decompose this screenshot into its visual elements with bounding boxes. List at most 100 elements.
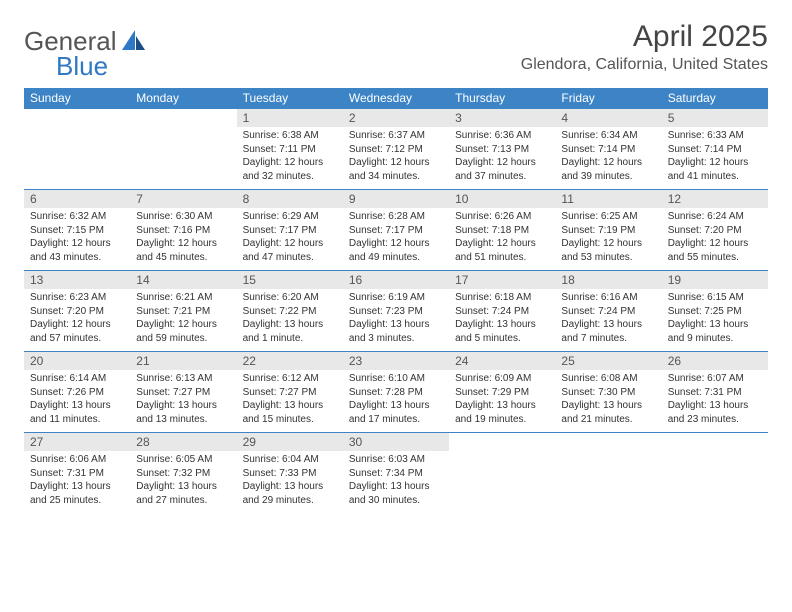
day-details: Sunrise: 6:18 AMSunset: 7:24 PMDaylight:… — [449, 289, 555, 351]
day-details: Sunrise: 6:05 AMSunset: 7:32 PMDaylight:… — [130, 451, 236, 513]
daylight-line1: Daylight: 13 hours — [561, 399, 655, 413]
day-number: 13 — [24, 271, 130, 289]
day-number: 5 — [662, 109, 768, 127]
daylight-line1: Daylight: 13 hours — [349, 318, 443, 332]
day-details: Sunrise: 6:36 AMSunset: 7:13 PMDaylight:… — [449, 127, 555, 189]
day-number: 10 — [449, 190, 555, 208]
sunrise-text: Sunrise: 6:15 AM — [668, 291, 762, 305]
day-number: 28 — [130, 433, 236, 451]
month-title: April 2025 — [521, 20, 768, 54]
daylight-line2: and 5 minutes. — [455, 332, 549, 346]
daylight-line2: and 43 minutes. — [30, 251, 124, 265]
daylight-line1: Daylight: 12 hours — [668, 156, 762, 170]
day-number: 2 — [343, 109, 449, 127]
daylight-line2: and 3 minutes. — [349, 332, 443, 346]
sunrise-text: Sunrise: 6:10 AM — [349, 372, 443, 386]
sunset-text: Sunset: 7:23 PM — [349, 305, 443, 319]
sunset-text: Sunset: 7:24 PM — [455, 305, 549, 319]
day-details: Sunrise: 6:06 AMSunset: 7:31 PMDaylight:… — [24, 451, 130, 513]
sunrise-text: Sunrise: 6:03 AM — [349, 453, 443, 467]
sunset-text: Sunset: 7:27 PM — [243, 386, 337, 400]
weekday-header: Monday — [130, 88, 236, 109]
day-details: Sunrise: 6:33 AMSunset: 7:14 PMDaylight:… — [662, 127, 768, 189]
calendar-day-cell: .. — [449, 433, 555, 514]
sunset-text: Sunset: 7:14 PM — [668, 143, 762, 157]
sunset-text: Sunset: 7:30 PM — [561, 386, 655, 400]
day-details: Sunrise: 6:07 AMSunset: 7:31 PMDaylight:… — [662, 370, 768, 432]
daylight-line1: Daylight: 13 hours — [349, 480, 443, 494]
sunset-text: Sunset: 7:17 PM — [349, 224, 443, 238]
day-details: Sunrise: 6:30 AMSunset: 7:16 PMDaylight:… — [130, 208, 236, 270]
calendar-week-row: 20Sunrise: 6:14 AMSunset: 7:26 PMDayligh… — [24, 352, 768, 433]
calendar-day-cell: 10Sunrise: 6:26 AMSunset: 7:18 PMDayligh… — [449, 190, 555, 271]
calendar-day-cell: 23Sunrise: 6:10 AMSunset: 7:28 PMDayligh… — [343, 352, 449, 433]
daylight-line1: Daylight: 12 hours — [561, 156, 655, 170]
day-details: Sunrise: 6:20 AMSunset: 7:22 PMDaylight:… — [237, 289, 343, 351]
calendar-day-cell: 1Sunrise: 6:38 AMSunset: 7:11 PMDaylight… — [237, 109, 343, 190]
sunset-text: Sunset: 7:31 PM — [668, 386, 762, 400]
calendar-day-cell: 26Sunrise: 6:07 AMSunset: 7:31 PMDayligh… — [662, 352, 768, 433]
day-details: Sunrise: 6:32 AMSunset: 7:15 PMDaylight:… — [24, 208, 130, 270]
day-details: Sunrise: 6:13 AMSunset: 7:27 PMDaylight:… — [130, 370, 236, 432]
day-number: 22 — [237, 352, 343, 370]
sunrise-text: Sunrise: 6:09 AM — [455, 372, 549, 386]
daylight-line1: Daylight: 13 hours — [136, 399, 230, 413]
daylight-line2: and 30 minutes. — [349, 494, 443, 508]
sunrise-text: Sunrise: 6:12 AM — [243, 372, 337, 386]
day-details: Sunrise: 6:03 AMSunset: 7:34 PMDaylight:… — [343, 451, 449, 513]
sunrise-text: Sunrise: 6:34 AM — [561, 129, 655, 143]
calendar-day-cell: 25Sunrise: 6:08 AMSunset: 7:30 PMDayligh… — [555, 352, 661, 433]
daylight-line2: and 7 minutes. — [561, 332, 655, 346]
calendar-day-cell: 2Sunrise: 6:37 AMSunset: 7:12 PMDaylight… — [343, 109, 449, 190]
day-details: Sunrise: 6:21 AMSunset: 7:21 PMDaylight:… — [130, 289, 236, 351]
calendar-day-cell: 3Sunrise: 6:36 AMSunset: 7:13 PMDaylight… — [449, 109, 555, 190]
daylight-line1: Daylight: 13 hours — [30, 480, 124, 494]
daylight-line2: and 39 minutes. — [561, 170, 655, 184]
sunset-text: Sunset: 7:25 PM — [668, 305, 762, 319]
sunset-text: Sunset: 7:18 PM — [455, 224, 549, 238]
daylight-line1: Daylight: 13 hours — [668, 399, 762, 413]
sunrise-text: Sunrise: 6:06 AM — [30, 453, 124, 467]
sunset-text: Sunset: 7:26 PM — [30, 386, 124, 400]
brand-word-blue: Blue — [56, 51, 146, 82]
calendar-day-cell: .. — [555, 433, 661, 514]
sunrise-text: Sunrise: 6:05 AM — [136, 453, 230, 467]
sunset-text: Sunset: 7:16 PM — [136, 224, 230, 238]
calendar-day-cell: 17Sunrise: 6:18 AMSunset: 7:24 PMDayligh… — [449, 271, 555, 352]
daylight-line2: and 1 minute. — [243, 332, 337, 346]
day-number: 8 — [237, 190, 343, 208]
day-number: 17 — [449, 271, 555, 289]
calendar-day-cell: 16Sunrise: 6:19 AMSunset: 7:23 PMDayligh… — [343, 271, 449, 352]
day-number: 29 — [237, 433, 343, 451]
daylight-line2: and 11 minutes. — [30, 413, 124, 427]
sunrise-text: Sunrise: 6:28 AM — [349, 210, 443, 224]
daylight-line1: Daylight: 12 hours — [136, 318, 230, 332]
calendar-day-cell: 29Sunrise: 6:04 AMSunset: 7:33 PMDayligh… — [237, 433, 343, 514]
daylight-line2: and 32 minutes. — [243, 170, 337, 184]
calendar-day-cell: .. — [130, 109, 236, 190]
calendar-day-cell: 9Sunrise: 6:28 AMSunset: 7:17 PMDaylight… — [343, 190, 449, 271]
location-subtitle: Glendora, California, United States — [521, 56, 768, 74]
weekday-header: Friday — [555, 88, 661, 109]
daylight-line1: Daylight: 13 hours — [349, 399, 443, 413]
day-number: 27 — [24, 433, 130, 451]
calendar-day-cell: 22Sunrise: 6:12 AMSunset: 7:27 PMDayligh… — [237, 352, 343, 433]
weekday-header: Wednesday — [343, 88, 449, 109]
daylight-line1: Daylight: 12 hours — [30, 318, 124, 332]
sunset-text: Sunset: 7:21 PM — [136, 305, 230, 319]
daylight-line2: and 59 minutes. — [136, 332, 230, 346]
day-details: Sunrise: 6:25 AMSunset: 7:19 PMDaylight:… — [555, 208, 661, 270]
page-header: General Blue April 2025 Glendora, Califo… — [24, 20, 768, 82]
sunrise-text: Sunrise: 6:14 AM — [30, 372, 124, 386]
sunset-text: Sunset: 7:14 PM — [561, 143, 655, 157]
day-number: 14 — [130, 271, 236, 289]
title-block: April 2025 Glendora, California, United … — [521, 20, 768, 74]
weekday-header: Tuesday — [237, 88, 343, 109]
daylight-line1: Daylight: 12 hours — [243, 237, 337, 251]
daylight-line1: Daylight: 13 hours — [243, 318, 337, 332]
calendar-header-row: SundayMondayTuesdayWednesdayThursdayFrid… — [24, 88, 768, 109]
day-details: Sunrise: 6:12 AMSunset: 7:27 PMDaylight:… — [237, 370, 343, 432]
sunrise-text: Sunrise: 6:19 AM — [349, 291, 443, 305]
calendar-day-cell: 4Sunrise: 6:34 AMSunset: 7:14 PMDaylight… — [555, 109, 661, 190]
calendar-day-cell: 24Sunrise: 6:09 AMSunset: 7:29 PMDayligh… — [449, 352, 555, 433]
